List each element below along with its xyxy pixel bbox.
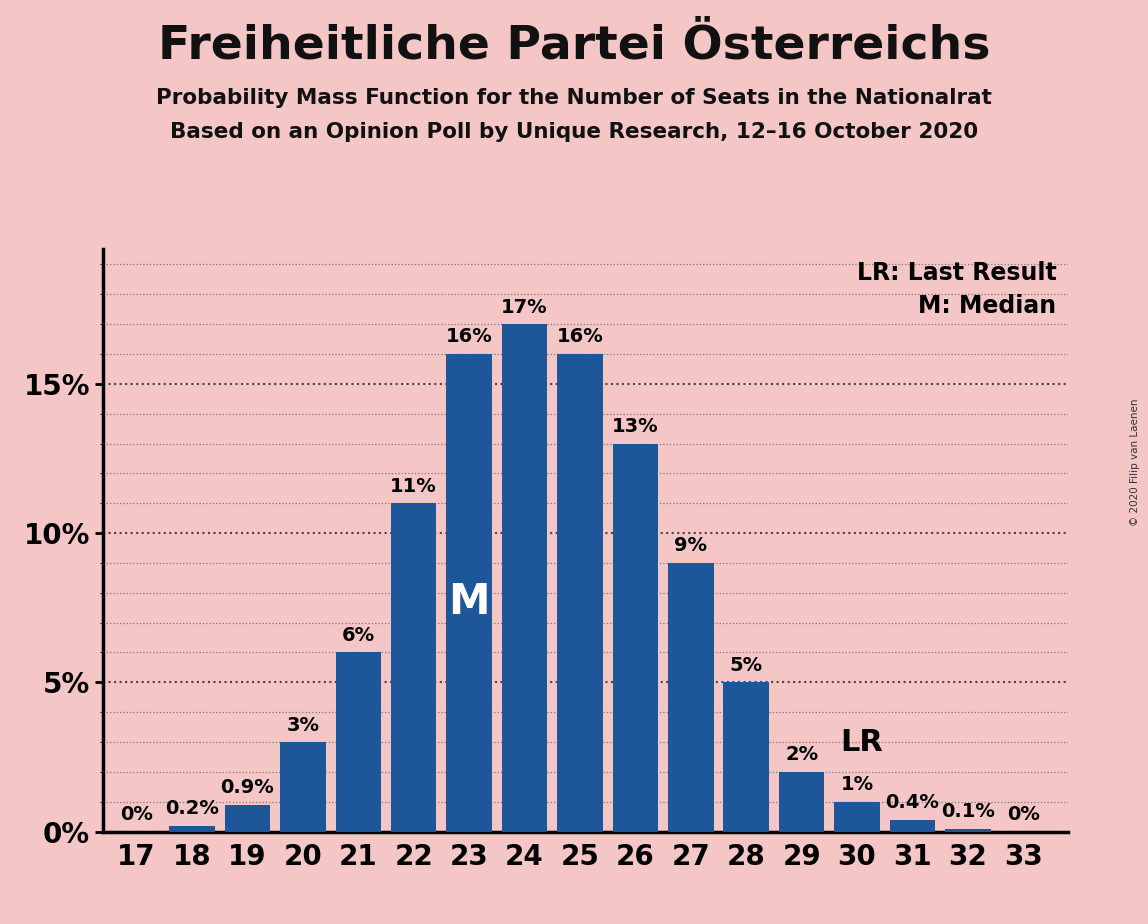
Bar	[613, 444, 658, 832]
Text: 9%: 9%	[674, 537, 707, 555]
Text: 0%: 0%	[1007, 805, 1040, 824]
Bar	[835, 802, 879, 832]
Text: 0%: 0%	[121, 805, 153, 824]
Text: 0.9%: 0.9%	[220, 778, 274, 797]
Text: Freiheitliche Partei Österreichs: Freiheitliche Partei Österreichs	[157, 23, 991, 68]
Text: 0.4%: 0.4%	[885, 793, 939, 812]
Text: LR: LR	[840, 728, 883, 757]
Text: LR: Last Result: LR: Last Result	[856, 261, 1056, 286]
Bar	[335, 652, 381, 832]
Text: 0.2%: 0.2%	[165, 799, 219, 818]
Text: 17%: 17%	[502, 298, 548, 317]
Bar	[502, 324, 548, 832]
Text: 16%: 16%	[445, 327, 492, 346]
Text: 11%: 11%	[390, 477, 437, 496]
Bar	[723, 682, 769, 832]
Text: Based on an Opinion Poll by Unique Research, 12–16 October 2020: Based on an Opinion Poll by Unique Resea…	[170, 122, 978, 142]
Text: 3%: 3%	[286, 715, 319, 735]
Bar	[890, 820, 936, 832]
Text: 1%: 1%	[840, 775, 874, 795]
Bar	[668, 563, 714, 832]
Bar	[225, 805, 270, 832]
Bar	[557, 354, 603, 832]
Text: Probability Mass Function for the Number of Seats in the Nationalrat: Probability Mass Function for the Number…	[156, 88, 992, 108]
Bar	[778, 772, 824, 832]
Text: 2%: 2%	[785, 746, 819, 764]
Text: 5%: 5%	[730, 656, 762, 675]
Bar	[280, 742, 326, 832]
Text: © 2020 Filip van Laenen: © 2020 Filip van Laenen	[1130, 398, 1140, 526]
Bar	[945, 829, 991, 832]
Bar	[391, 504, 436, 832]
Text: M: Median: M: Median	[918, 294, 1056, 318]
Text: 16%: 16%	[557, 327, 604, 346]
Bar	[169, 826, 215, 832]
Text: M: M	[449, 581, 490, 624]
Bar	[447, 354, 491, 832]
Text: 0.1%: 0.1%	[941, 802, 995, 821]
Text: 13%: 13%	[612, 417, 659, 436]
Text: 6%: 6%	[342, 626, 374, 645]
